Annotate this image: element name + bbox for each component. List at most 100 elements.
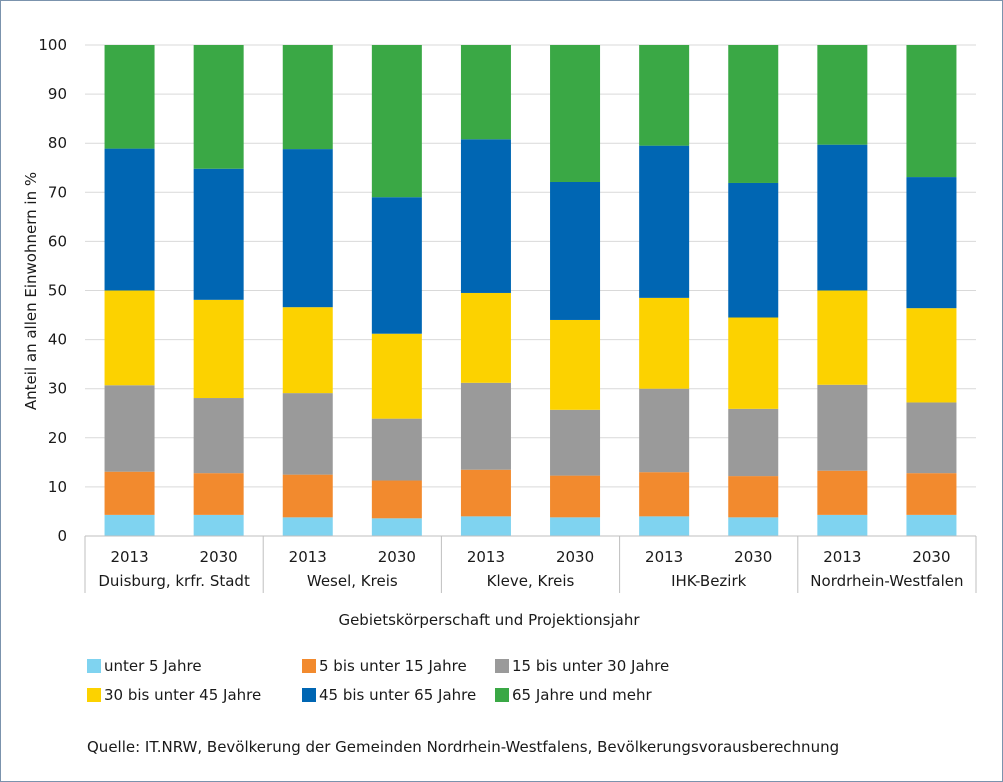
bar-segment — [460, 382, 511, 470]
y-axis-title: Anteil an allen Einwohnern in % — [22, 172, 40, 410]
bar-segment — [193, 168, 244, 300]
bar-segment — [817, 45, 868, 145]
bar-segment — [104, 471, 155, 515]
bar-segment — [906, 177, 957, 309]
bar-segment — [639, 388, 690, 473]
bar-segment — [193, 45, 244, 169]
source-note: Quelle: IT.NRW, Bevölkerung der Gemeinde… — [87, 738, 840, 756]
bar-segment — [104, 385, 155, 472]
bar-segment — [104, 514, 155, 536]
bar-segment — [550, 475, 601, 518]
bar-segment — [371, 45, 422, 198]
bar-segment — [371, 480, 422, 519]
bar-segment — [906, 514, 957, 536]
bar-segment — [550, 181, 601, 320]
bar-segment — [639, 472, 690, 517]
legend-label: unter 5 Jahre — [104, 657, 202, 675]
bar-segment — [728, 45, 779, 183]
y-tick-label: 90 — [48, 85, 67, 103]
y-tick-label: 10 — [48, 478, 67, 496]
bar-segment — [817, 384, 868, 471]
bar-segment — [639, 297, 690, 389]
bar-segment — [371, 518, 422, 536]
bar-segment — [550, 45, 601, 182]
bar-segment — [460, 469, 511, 517]
bar-segment — [639, 45, 690, 146]
bar-segment — [371, 418, 422, 481]
x-year-label: 2013 — [823, 548, 861, 566]
bar-segment — [817, 514, 868, 536]
bar-segment — [282, 307, 333, 394]
y-tick-label: 80 — [48, 134, 67, 152]
legend-item: 45 bis unter 65 Jahre — [302, 686, 476, 704]
bar-segment — [550, 409, 601, 476]
legend-item: 30 bis unter 45 Jahre — [87, 686, 261, 704]
x-year-label: 2013 — [289, 548, 327, 566]
bar-segment — [282, 45, 333, 150]
bar-segment — [282, 474, 333, 518]
bar-segment — [193, 473, 244, 515]
legend-swatch — [302, 688, 316, 702]
x-group-label: Wesel, Kreis — [307, 572, 398, 590]
x-group-label: Duisburg, krfr. Stadt — [98, 572, 250, 590]
x-year-label: 2013 — [645, 548, 683, 566]
x-group-label: Kleve, Kreis — [487, 572, 575, 590]
y-tick-label: 70 — [48, 183, 67, 201]
bar-segment — [460, 292, 511, 383]
bar-segment — [104, 45, 155, 149]
bar-segment — [906, 308, 957, 403]
bar-segment — [460, 139, 511, 293]
legend-item: 65 Jahre und mehr — [495, 686, 652, 704]
bar-segment — [193, 514, 244, 536]
legend-swatch — [302, 659, 316, 673]
x-year-label: 2030 — [556, 548, 594, 566]
bar-segment — [728, 182, 779, 318]
bar-segment — [728, 476, 779, 518]
bar-segment — [550, 517, 601, 536]
bar-segment — [906, 473, 957, 515]
bar-segment — [817, 144, 868, 291]
y-tick-label: 40 — [48, 331, 67, 349]
legend-label: 5 bis unter 15 Jahre — [319, 657, 467, 675]
bar-segment — [193, 398, 244, 474]
legend-label: 15 bis unter 30 Jahre — [512, 657, 670, 675]
y-tick-label: 100 — [38, 36, 67, 54]
bar-segment — [817, 470, 868, 515]
legend-item: 5 bis unter 15 Jahre — [302, 657, 467, 675]
bar-segment — [460, 45, 511, 140]
legend-label: 30 bis unter 45 Jahre — [104, 686, 262, 704]
bar-segment — [550, 319, 601, 410]
x-year-label: 2030 — [378, 548, 416, 566]
bar-segment — [104, 148, 155, 291]
x-year-label: 2030 — [200, 548, 238, 566]
bar-segment — [104, 290, 155, 386]
bar-segment — [906, 45, 957, 178]
x-year-label: 2030 — [912, 548, 950, 566]
bar-segment — [282, 517, 333, 536]
y-tick-label: 30 — [48, 380, 67, 398]
legend-swatch — [87, 688, 101, 702]
bar-segment — [728, 517, 779, 536]
bar-segment — [817, 290, 868, 385]
legend-label: 45 bis unter 65 Jahre — [319, 686, 477, 704]
x-group-label: Nordrhein-Westfalen — [810, 572, 963, 590]
bar-segment — [906, 402, 957, 474]
y-tick-label: 0 — [57, 527, 67, 545]
y-tick-label: 50 — [48, 282, 67, 300]
legend-swatch — [495, 659, 509, 673]
legend-swatch — [87, 659, 101, 673]
bar-segment — [371, 333, 422, 419]
x-year-label: 2013 — [110, 548, 148, 566]
y-tick-label: 20 — [48, 429, 67, 447]
x-group-label: IHK-Bezirk — [671, 572, 747, 590]
legend-label: 65 Jahre und mehr — [512, 686, 652, 704]
bar-segment — [728, 317, 779, 409]
x-axis-title: Gebietskörperschaft und Projektionsjahr — [338, 611, 640, 629]
legend-swatch — [495, 688, 509, 702]
x-year-label: 2013 — [467, 548, 505, 566]
bar-segment — [639, 516, 690, 536]
bar-segment — [193, 299, 244, 399]
y-tick-label: 60 — [48, 232, 67, 250]
